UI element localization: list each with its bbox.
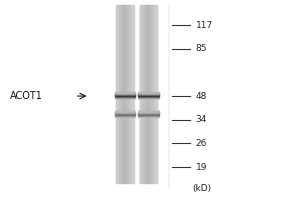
Text: ACOT1: ACOT1 <box>10 91 42 101</box>
Text: (kD): (kD) <box>193 184 212 193</box>
Text: 85: 85 <box>196 44 207 53</box>
Text: 34: 34 <box>196 115 207 124</box>
Text: 19: 19 <box>196 163 207 172</box>
Text: 48: 48 <box>196 92 207 101</box>
Text: 26: 26 <box>196 139 207 148</box>
Text: 117: 117 <box>196 21 213 30</box>
